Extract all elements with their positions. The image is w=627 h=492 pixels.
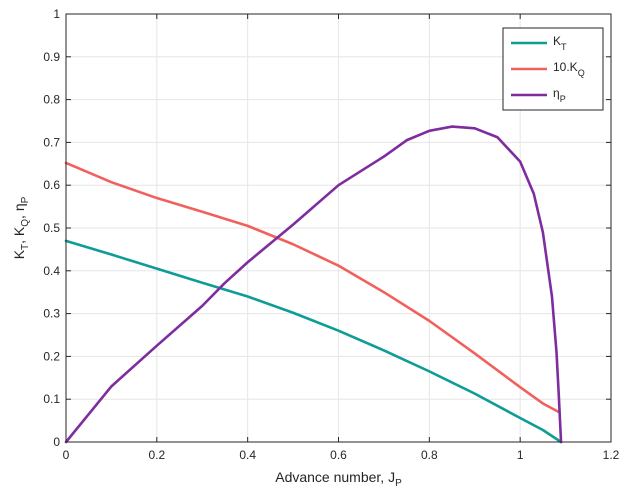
x-tick-label-4: 0.8 — [421, 448, 438, 462]
y-tick-label-10: 1 — [53, 7, 60, 21]
y-tick-label-2: 0.2 — [43, 349, 60, 363]
y-axis-label-sub-2: P — [20, 196, 31, 203]
x-tick-label-3: 0.6 — [330, 448, 347, 462]
y-axis-label: KT, KQ, ηP — [11, 196, 31, 259]
y-tick-label-7: 0.7 — [43, 135, 60, 149]
series-line-2 — [64, 125, 563, 444]
y-tick-label-5: 0.5 — [43, 221, 60, 235]
series-line-0 — [64, 239, 563, 444]
y-axis-label-sub-1: Q — [20, 219, 31, 227]
legend-label-2: ηP — [553, 86, 566, 104]
x-tick-label-1: 0.2 — [148, 448, 165, 462]
x-tick-label-6: 1.2 — [603, 448, 620, 462]
tick-labels: 0 0.2 0.4 0.6 0.8 1 1.2 0 0.1 0.2 0.3 0.4 0.5 0.6 0.7 0… — [43, 7, 619, 462]
y-tick-label-1: 0.1 — [43, 392, 60, 406]
x-tick-label-5: 1 — [517, 448, 524, 462]
y-axis-label-part-2: , η — [11, 203, 27, 219]
legend-label-main-2: η — [553, 86, 560, 100]
legend-label-sub-0: T — [561, 42, 567, 52]
x-axis-label-sub: P — [395, 478, 402, 489]
legend-label-1: 10.KQ — [553, 60, 585, 78]
x-axis-label-main: Advance number, J — [275, 469, 395, 485]
legend-label-main-1: 10.K — [553, 60, 578, 74]
x-tick-label-0: 0 — [63, 448, 70, 462]
y-axis-label-part-1: , K — [11, 226, 27, 244]
x-tick-label-2: 0.4 — [239, 448, 256, 462]
legend-label-0: KT — [553, 34, 567, 52]
axes — [65, 13, 612, 443]
x-axis-label: Advance number, JP — [275, 469, 402, 489]
y-tick-label-9: 0.9 — [43, 50, 60, 64]
y-axis-label-part-0: K — [11, 249, 27, 259]
series-line-1 — [64, 161, 561, 414]
legend-label-main-0: K — [553, 34, 561, 48]
y-tick-label-8: 0.8 — [43, 93, 60, 107]
y-tick-label-6: 0.6 — [43, 178, 60, 192]
y-axis-label-sub-0: T — [20, 244, 31, 250]
y-tick-label-4: 0.4 — [43, 264, 60, 278]
y-tick-label-3: 0.3 — [43, 307, 60, 321]
legend-label-sub-2: P — [560, 94, 566, 104]
legend-label-sub-1: Q — [578, 68, 585, 78]
y-tick-label-0: 0 — [53, 435, 60, 449]
series-lines — [64, 125, 563, 444]
